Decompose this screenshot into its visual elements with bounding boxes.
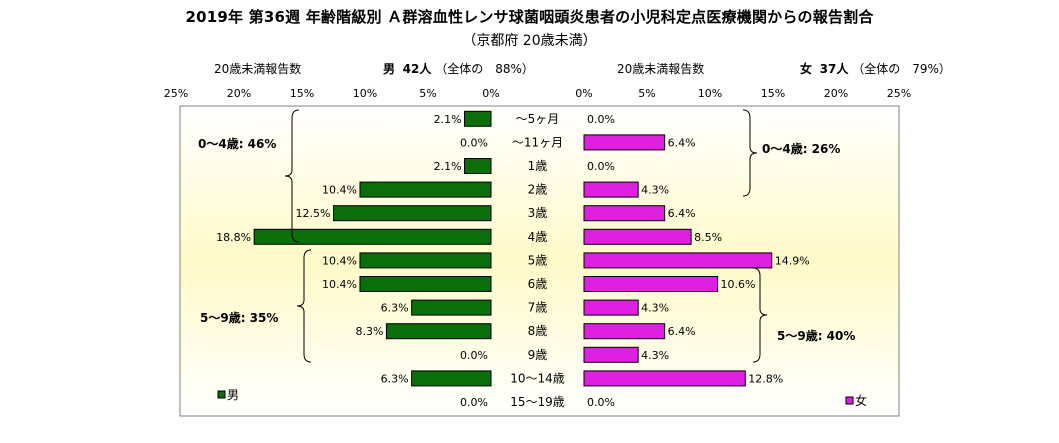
left-header-label: 20歳未満報告数 (214, 62, 302, 76)
male-bar (464, 110, 492, 127)
x-tick-label-right: 10% (698, 87, 722, 100)
legend-swatch-female (845, 396, 854, 405)
legend-swatch-male (217, 390, 226, 399)
left-brace-5-9 (296, 249, 312, 363)
x-tick-label-left: 20% (227, 87, 251, 100)
male-data-label: 2.1% (434, 113, 462, 126)
plot-area (179, 105, 900, 417)
female-data-label: 0.0% (587, 160, 615, 173)
female-data-label: 14.9% (775, 254, 810, 267)
category-label: 3歳 (528, 206, 548, 220)
female-bar (583, 205, 666, 222)
category-label: 2歳 (528, 183, 548, 197)
male-bar (385, 323, 492, 340)
female-data-label: 4.3% (641, 349, 669, 362)
right-header-label: 20歳未満報告数 (617, 62, 705, 76)
male-data-label: 10.4% (322, 254, 357, 267)
female-bar (583, 370, 746, 387)
category-label: 5歳 (528, 253, 548, 267)
female-data-label: 6.4% (668, 207, 696, 220)
female-data-label: 4.3% (641, 302, 669, 315)
male-bar (411, 299, 492, 316)
right-brace-0-4 (742, 109, 758, 197)
x-tick-label-right: 15% (761, 87, 785, 100)
female-data-label: 6.4% (668, 136, 696, 149)
male-data-label: 10.4% (322, 278, 357, 291)
x-tick-label-right: 5% (638, 87, 655, 100)
female-data-label: 8.5% (694, 231, 722, 244)
female-data-label: 4.3% (641, 184, 669, 197)
category-label: 8歳 (528, 324, 548, 338)
female-data-label: 0.0% (587, 113, 615, 126)
right-brace-5-9 (752, 267, 768, 363)
category-label: 6歳 (528, 277, 548, 291)
female-data-label: 12.8% (748, 372, 783, 385)
x-tick-label-left: 25% (164, 87, 188, 100)
left-header-share: （全体の 88%） (435, 62, 534, 76)
female-bar (583, 346, 639, 363)
male-data-label: 10.4% (322, 184, 357, 197)
male-data-label: 0.0% (460, 349, 488, 362)
annotation-left-5-9: 5～9歳: 35% (200, 310, 278, 325)
x-tick-label-left: 5% (419, 87, 436, 100)
male-data-label: 18.8% (216, 231, 251, 244)
left-header-count: 42人 (402, 62, 432, 76)
left-header-summary: 男 42人 （全体の 88%） (383, 60, 534, 77)
male-bar (411, 370, 492, 387)
legend-label-female: 女 (855, 393, 867, 408)
male-data-label: 0.0% (460, 136, 488, 149)
left-brace-0-4 (284, 109, 300, 243)
x-tick-label-right: 0% (575, 87, 592, 100)
male-bar (359, 181, 492, 198)
female-bar (583, 323, 666, 340)
female-bar (583, 252, 773, 269)
x-tick-label-right: 20% (824, 87, 848, 100)
female-data-label: 6.4% (668, 325, 696, 338)
male-data-label: 12.5% (296, 207, 331, 220)
x-tick-label-left: 15% (290, 87, 314, 100)
male-data-label: 2.1% (434, 160, 462, 173)
annotation-right-0-4: 0～4歳: 26% (762, 141, 840, 156)
right-header-count: 37人 (819, 62, 849, 76)
female-bar (583, 299, 639, 316)
x-tick-label-right: 25% (887, 87, 911, 100)
category-label: 7歳 (528, 301, 548, 315)
category-label: ～11ヶ月 (512, 135, 563, 149)
female-data-label: 10.6% (721, 278, 756, 291)
x-tick-label-left: 0% (482, 87, 499, 100)
male-bar (464, 158, 492, 174)
female-data-label: 0.0% (587, 396, 615, 409)
x-tick-label-left: 10% (353, 87, 377, 100)
annotation-left-0-4: 0～4歳: 46% (198, 136, 276, 151)
category-label: 9歳 (528, 348, 548, 362)
right-header-share: （全体の 79%） (852, 62, 951, 76)
female-bar (583, 134, 666, 151)
chart-subtitle: （京都府 20歳未満） (462, 33, 597, 49)
male-bar (359, 276, 492, 292)
male-bar (253, 228, 492, 245)
male-data-label: 8.3% (355, 325, 383, 338)
male-bar (359, 252, 492, 269)
category-label: 4歳 (528, 230, 548, 244)
right-header-sex: 女 (800, 62, 813, 76)
legend-label-male: 男 (227, 388, 239, 402)
female-bar (583, 228, 692, 245)
male-data-label: 6.3% (381, 372, 409, 385)
annotation-right-5-9: 5～9歳: 40% (777, 328, 855, 343)
category-label: 10～14歳 (510, 371, 565, 385)
male-bar (333, 205, 492, 222)
left-header-sex: 男 (383, 62, 396, 76)
male-data-label: 6.3% (381, 302, 409, 315)
category-label: ～5ヶ月 (516, 112, 560, 126)
female-bar (583, 276, 719, 292)
category-label: 15～19歳 (510, 395, 565, 409)
chart-title: 2019年 第36週 年齢階級別 Ａ群溶血性レンサ球菌咽頭炎患者の小児科定点医療… (185, 8, 874, 26)
male-data-label: 0.0% (460, 396, 488, 409)
category-label: 1歳 (528, 159, 548, 173)
female-bar (583, 181, 639, 198)
right-header-summary: 女 37人 （全体の 79%） (800, 60, 951, 77)
